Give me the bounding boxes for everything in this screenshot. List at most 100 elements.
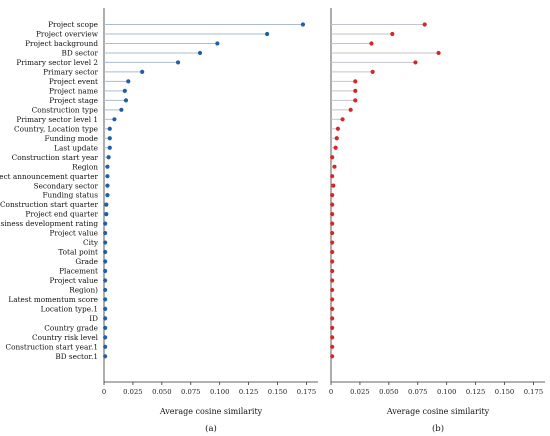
data-point (103, 325, 108, 330)
data-point (122, 88, 127, 93)
category-label: Construction start quarter (0, 200, 99, 209)
x-axis-title: Average cosine similarity (159, 407, 263, 416)
x-tick-label: 0.050 (152, 388, 171, 396)
category-label: Project scope (48, 20, 98, 29)
x-tick-label: 0.075 (408, 388, 427, 396)
panel-b: 0 0.025 0.050 0.075 0.100 0.125 0.150 0.175 Aver… (329, 8, 545, 434)
category-label: Primary sector (43, 68, 98, 77)
category-label: Construction start year.1 (5, 342, 98, 351)
data-point (353, 79, 358, 84)
data-point (103, 268, 108, 274)
data-point (330, 212, 335, 217)
panel-a: 0 0.025 0.050 0.075 0.100 0.125 0.150 0.175 Aver… (102, 8, 318, 434)
data-point (103, 287, 108, 293)
data-point (436, 50, 441, 56)
data-point (353, 98, 358, 103)
category-label: Funding mode (45, 134, 98, 143)
category-label: Project name (49, 86, 98, 95)
category-label: BD sector (62, 49, 99, 58)
data-point (330, 221, 335, 226)
data-point (103, 230, 108, 236)
category-label: Construction start year (12, 153, 99, 162)
data-point (330, 354, 335, 359)
x-tick-label: 0.175 (297, 388, 316, 396)
data-point (103, 306, 108, 311)
panel-label: (a) (205, 423, 217, 434)
category-label: Latest momentum score (8, 295, 98, 304)
data-point (112, 117, 117, 122)
data-point (119, 107, 124, 112)
data-point (107, 126, 112, 131)
data-point (106, 155, 111, 160)
data-point (335, 126, 341, 131)
category-label: Region) (69, 286, 98, 295)
data-point (105, 174, 110, 179)
data-point (104, 202, 109, 207)
category-label: Project event (49, 77, 98, 86)
data-point (123, 98, 129, 103)
category-label: BD sector.1 (55, 352, 98, 361)
data-point (333, 145, 338, 150)
data-point (103, 259, 108, 264)
x-tick-label: 0 (102, 388, 106, 396)
data-point (369, 41, 374, 46)
data-point (330, 268, 335, 274)
data-point (197, 50, 203, 56)
data-point (103, 344, 108, 349)
data-point (334, 136, 339, 141)
data-point (370, 69, 375, 74)
data-point (330, 287, 335, 293)
data-point (103, 240, 108, 245)
x-tick-label: 0.175 (524, 388, 543, 396)
data-point (330, 316, 335, 321)
category-label: Project stage (49, 96, 98, 105)
data-point (103, 278, 108, 283)
data-point (140, 69, 145, 74)
x-axis-title: Average cosine similarity (386, 407, 490, 416)
data-point (107, 145, 112, 150)
data-point (103, 354, 108, 359)
data-point (126, 79, 131, 84)
data-point (330, 202, 335, 207)
data-point (348, 107, 353, 112)
data-point (332, 164, 337, 169)
category-label: Last update (54, 143, 98, 152)
data-point (103, 249, 108, 255)
x-tick-label: 0.100 (437, 388, 456, 396)
category-label: Funding status (42, 191, 98, 200)
data-point (105, 183, 110, 188)
x-tick-label: 0.150 (268, 388, 287, 396)
category-label: Grade (75, 257, 98, 266)
data-point (300, 22, 306, 27)
category-label: Business development rating (0, 219, 98, 228)
category-label: Location type.1 (41, 305, 98, 314)
category-label: Country risk level (32, 333, 99, 342)
data-point (330, 230, 335, 236)
x-tick-label: 0 (329, 388, 333, 396)
category-label: Primary sector level 2 (16, 58, 98, 67)
category-label: Project value (49, 276, 98, 285)
category-label: Project end quarter (25, 210, 98, 219)
category-label: Project value (49, 229, 98, 238)
category-label: Country grade (44, 323, 98, 332)
data-point (330, 155, 335, 160)
x-tick-label: 0.150 (495, 388, 514, 396)
data-point (103, 335, 108, 340)
data-point (105, 164, 110, 169)
data-point (330, 335, 335, 340)
data-point (103, 316, 108, 321)
data-point (103, 297, 108, 302)
x-tick-label: 0.075 (181, 388, 200, 396)
data-point (175, 60, 181, 65)
data-point (330, 193, 335, 198)
category-label: Country, Location type (14, 124, 98, 133)
category-label: Total point (58, 248, 98, 257)
data-point (390, 31, 395, 37)
data-point (330, 278, 335, 283)
data-point (105, 193, 110, 198)
panel-label: (b) (432, 423, 444, 434)
data-point (331, 183, 336, 188)
data-point (330, 325, 335, 330)
